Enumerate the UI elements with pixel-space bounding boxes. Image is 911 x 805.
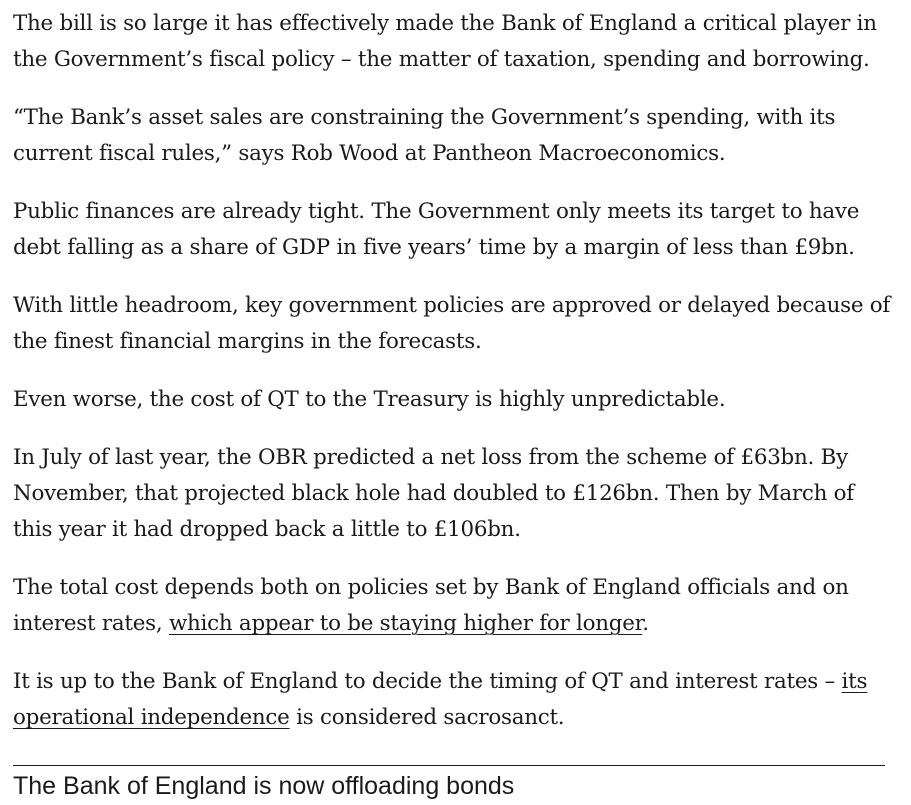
paragraph-text: . <box>642 611 649 636</box>
higher-for-longer-link[interactable]: which appear to be staying higher for lo… <box>168 611 643 636</box>
paragraph-obr-predictions: In July of last year, the OBR predicted … <box>13 445 854 542</box>
paragraph-little-headroom: With little headroom, key government pol… <box>13 293 891 354</box>
paragraph-total-cost: The total cost depends both on policies … <box>13 570 893 642</box>
paragraph-public-finances: Public finances are already tight. The G… <box>13 199 860 260</box>
section-heading: The Bank of England is now offloading bo… <box>13 772 515 800</box>
paragraph-text: It is up to the Bank of England to decid… <box>13 669 842 694</box>
paragraph-even-worse: Even worse, the cost of QT to the Treasu… <box>13 387 726 412</box>
paragraph-rob-wood-quote: “The Bank’s asset sales are constraining… <box>13 105 836 166</box>
section-divider <box>13 765 885 766</box>
paragraph-fiscal-player: The bill is so large it has effectively … <box>13 11 877 72</box>
paragraph-text: is considered sacrosanct. <box>289 705 565 730</box>
paragraph-independence: It is up to the Bank of England to decid… <box>13 664 893 736</box>
paragraph-text: The total cost depends both on policies … <box>13 575 849 636</box>
operational-independence-link[interactable]: its operational independence <box>13 669 868 730</box>
article-body: The bill is so large it has effectively … <box>13 6 893 758</box>
